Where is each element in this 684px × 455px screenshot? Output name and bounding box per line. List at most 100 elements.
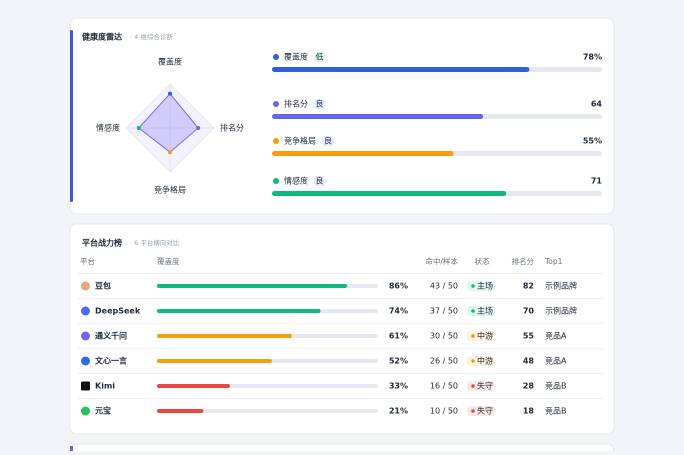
card-accent — [70, 446, 73, 455]
status: 中游 — [477, 331, 493, 341]
top1: 竞品B — [545, 381, 567, 391]
platform-name: 文心一言 — [95, 356, 127, 366]
metric-name: 排名分 — [284, 99, 308, 109]
status-bg — [467, 406, 495, 416]
coverage-bar — [157, 284, 348, 288]
status-bg — [467, 306, 495, 316]
coverage-bar — [157, 359, 272, 363]
next-card — [69, 443, 615, 455]
top1: 竞品A — [545, 356, 567, 366]
status-icon — [471, 409, 475, 413]
platform-name: Kimi — [95, 382, 115, 391]
metric-tag: 低 — [316, 52, 324, 62]
metric-dot — [273, 138, 279, 144]
metric-value: 64 — [591, 100, 603, 109]
status-icon — [471, 334, 475, 338]
hits: 10 / 50 — [430, 407, 458, 416]
table-header: Top1 — [544, 257, 563, 266]
coverage-bar — [157, 384, 230, 388]
metric-tag: 良 — [316, 99, 324, 109]
platform-icon — [81, 331, 90, 341]
metric-name: 竞争格局 — [284, 136, 316, 146]
table-header: 状态 — [475, 256, 490, 266]
metric-bar — [272, 191, 507, 196]
metric-tag-bg — [313, 99, 326, 109]
status: 主场 — [477, 281, 493, 291]
metric-dot — [273, 101, 279, 107]
platform-icon — [81, 406, 90, 416]
score: 55 — [523, 332, 535, 341]
radar-point — [136, 126, 141, 130]
platform-icon — [81, 281, 90, 291]
metric-tag: 良 — [316, 176, 324, 186]
table-header: 命中/样本 — [425, 256, 458, 266]
coverage-value: 61% — [389, 332, 408, 341]
radar-point — [196, 126, 201, 130]
radar-label: 覆盖度 — [158, 57, 182, 67]
metric-dot — [273, 54, 279, 60]
coverage-bar — [157, 334, 292, 338]
status-icon — [471, 284, 475, 288]
metric-tag-bg — [313, 52, 326, 62]
card-title: 平台战力榜 — [82, 238, 122, 248]
status: 失守 — [477, 406, 493, 416]
platform-icon — [81, 381, 90, 391]
status-bg — [467, 381, 495, 391]
status: 失守 — [477, 381, 493, 391]
radar-label: 排名分 — [220, 123, 244, 133]
metric-tag: 良 — [324, 136, 332, 146]
status: 主场 — [477, 306, 493, 316]
platform-icon — [81, 356, 90, 366]
radar-point — [168, 91, 172, 96]
card-subtitle: · 4 维综合诊断 — [130, 32, 173, 41]
coverage-value: 52% — [389, 357, 408, 366]
score: 48 — [523, 357, 535, 366]
hits: 26 / 50 — [430, 357, 458, 366]
table-header: 覆盖度 — [157, 256, 180, 266]
platform-name: 豆包 — [95, 281, 111, 291]
status-icon — [471, 384, 475, 388]
coverage-value: 86% — [389, 282, 408, 291]
metric-value: 71 — [591, 177, 603, 186]
card-accent — [70, 30, 73, 202]
metric-dot — [273, 178, 279, 184]
coverage-bar — [157, 309, 321, 313]
radar-label: 竞争格局 — [154, 185, 186, 195]
score: 18 — [523, 407, 535, 416]
platform-name: 元宝 — [95, 406, 111, 416]
radar-label: 情感度 — [96, 123, 120, 133]
coverage-bar — [157, 409, 204, 413]
score: 70 — [523, 307, 535, 316]
table-header: 平台 — [80, 256, 95, 266]
metric-name: 覆盖度 — [284, 52, 308, 62]
hits: 30 / 50 — [430, 332, 458, 341]
metric-value: 55% — [583, 137, 602, 146]
platform-name: DeepSeek — [95, 307, 141, 316]
metric-value: 78% — [583, 53, 602, 62]
status-bg — [467, 331, 495, 341]
coverage-value: 33% — [389, 382, 408, 391]
coverage-value: 74% — [389, 307, 408, 316]
platform-icon — [81, 306, 90, 316]
table-header: 排名分 — [512, 256, 535, 266]
score: 28 — [523, 382, 535, 391]
hits: 37 / 50 — [430, 307, 458, 316]
card-subtitle: · 6 平台横向对比 — [130, 238, 180, 247]
metric-name: 情感度 — [284, 176, 308, 186]
card-title: 健康度雷达 — [82, 32, 122, 42]
status-bg — [467, 281, 495, 291]
score: 82 — [523, 282, 534, 291]
coverage-track — [157, 409, 378, 413]
platform-name: 通义千问 — [95, 331, 127, 341]
coverage-value: 21% — [389, 407, 408, 416]
top1: 竞品A — [545, 331, 567, 341]
top1: 示例品牌 — [545, 306, 577, 316]
metric-bar — [272, 67, 530, 72]
hits: 16 / 50 — [430, 382, 458, 391]
status-icon — [471, 359, 475, 363]
platform-card — [69, 223, 615, 435]
status-bg — [467, 356, 495, 366]
hits: 43 / 50 — [430, 282, 458, 291]
radar-point — [168, 150, 172, 155]
